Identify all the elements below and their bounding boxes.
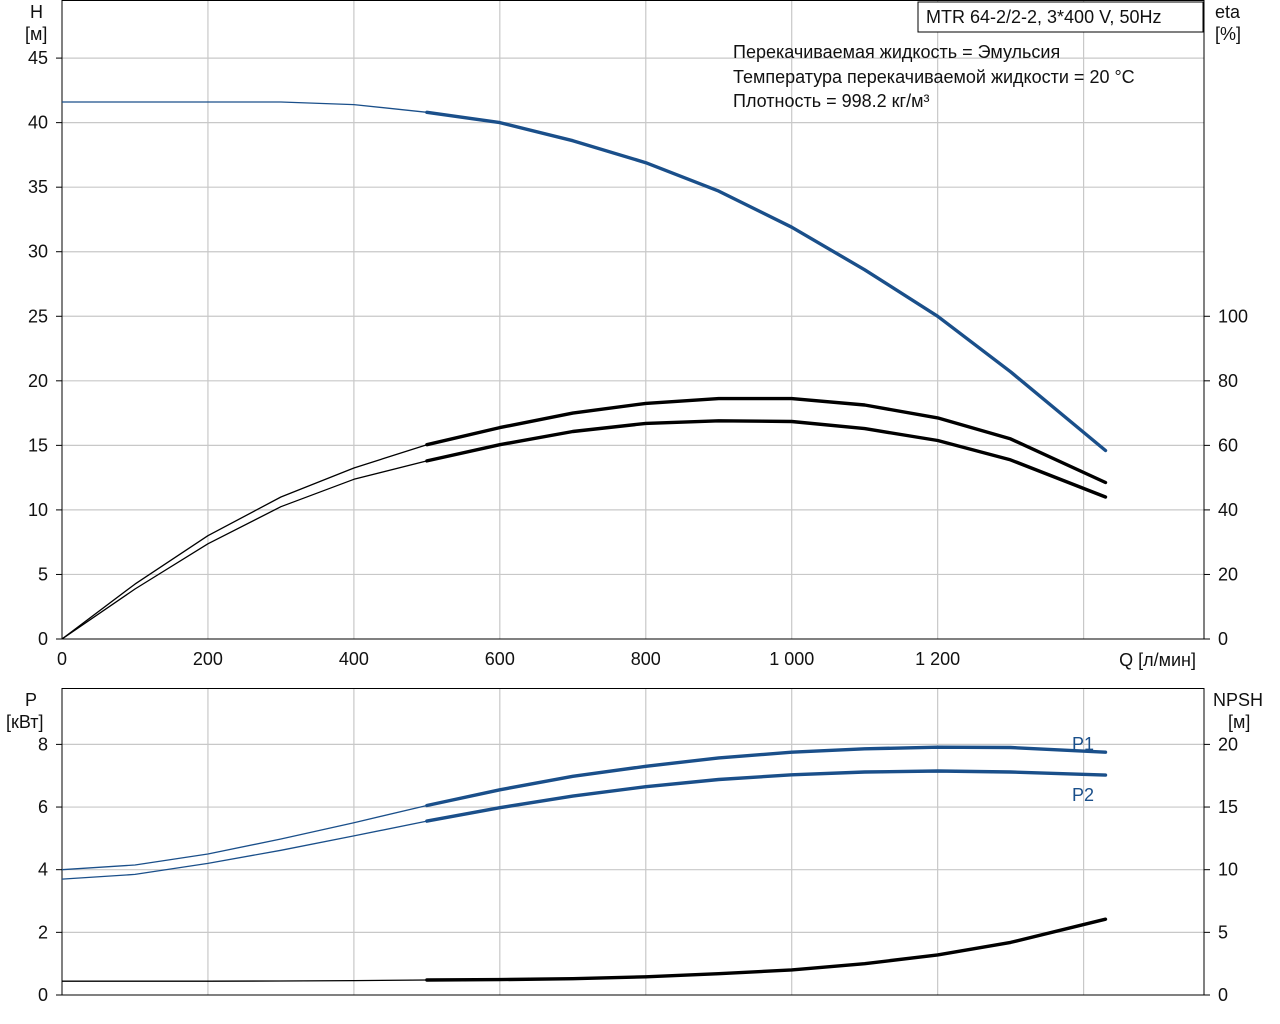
p2-curve-extended [61,820,428,880]
tick-layer: 0 200 400 600 800 1 000 1 20005101520253035404… [28,48,1248,1005]
left-tick-label: 15 [28,435,48,455]
info-line-temperature: Температура перекачиваемой жидкости = 20… [733,67,1135,87]
right-tick-label: 40 [1218,500,1238,520]
h-axis-unit: [м] [25,24,47,44]
left-tick-label: 45 [28,48,48,68]
right-tick-label: 20 [1218,734,1238,754]
left-tick-label: 8 [38,734,48,754]
frame-layer [56,0,1210,996]
p-axis-unit: [кВт] [6,712,44,732]
series-labels: P1 P2 [1072,734,1094,805]
right-tick-label: 5 [1218,922,1228,942]
x-tick-label: 200 [193,649,223,669]
plot-frame [61,0,1205,640]
panel0-series2-curve-extended [61,460,428,640]
grid-layer [62,0,1204,995]
left-tick-label: 0 [38,985,48,1005]
left-tick-label: 6 [38,797,48,817]
eta-axis-symbol: eta [1215,2,1241,22]
right-tick-label: 0 [1218,985,1228,1005]
upper-axis-titles: H [м] eta [%] Q [л/мин] [25,2,1241,670]
plot-frame [61,688,1205,996]
npsh-axis-symbol: NPSH [1213,690,1263,710]
model-label-box: MTR 64-2/2-2, 3*400 V, 50Hz [917,1,1204,33]
p1-curve-duty [425,745,1108,808]
right-tick-label: 80 [1218,371,1238,391]
panel1-series2-curve-extended [62,979,427,982]
panel0-series1-curve-duty [425,396,1108,485]
left-tick-label: 2 [38,922,48,942]
h-axis-symbol: H [30,2,43,22]
info-line-density: Плотность = 998.2 кг/м³ [733,91,929,111]
npsh-axis-unit: [м] [1228,712,1250,732]
left-tick-label: 20 [28,371,48,391]
fluid-info: Перекачиваемая жидкость = Эмульсия Темпе… [733,42,1135,111]
p2-curve-duty [425,769,1108,823]
left-tick-label: 0 [38,629,48,649]
info-line-fluid: Перекачиваемая жидкость = Эмульсия [733,42,1060,62]
right-tick-label: 100 [1218,306,1248,326]
right-tick-label: 20 [1218,564,1238,584]
left-tick-label: 25 [28,306,48,326]
x-tick-label: 800 [631,649,661,669]
panel0-series2-curve-duty [425,419,1108,499]
right-tick-label: 10 [1218,860,1238,880]
left-tick-label: 40 [28,113,48,133]
left-tick-label: 30 [28,242,48,262]
p1-series-label: P1 [1072,734,1094,754]
x-tick-label: 1 200 [915,649,960,669]
q-axis-label: Q [л/мин] [1119,650,1196,670]
x-tick-label: 400 [339,649,369,669]
left-tick-label: 35 [28,177,48,197]
p1-curve-extended [61,804,428,871]
x-tick-label: 0 [57,649,67,669]
model-label: MTR 64-2/2-2, 3*400 V, 50Hz [926,7,1161,27]
lower-axis-titles: P [кВт] NPSH [м] [6,690,1263,732]
p-axis-symbol: P [25,690,37,710]
right-tick-label: 15 [1218,797,1238,817]
x-tick-label: 600 [485,649,515,669]
series-layer [61,101,1108,982]
right-tick-label: 60 [1218,435,1238,455]
eta-axis-unit: [%] [1215,24,1241,44]
panel0-series0-curve-duty [425,110,1108,453]
panel0-series1-curve-extended [61,444,428,640]
left-tick-label: 10 [28,500,48,520]
x-tick-label: 1 000 [769,649,814,669]
left-tick-label: 5 [38,564,48,584]
panel1-series2-curve-duty [425,917,1108,982]
right-tick-label: 0 [1218,629,1228,649]
p2-series-label: P2 [1072,785,1094,805]
panel0-series0-curve-extended [62,101,427,113]
left-tick-label: 4 [38,860,48,880]
